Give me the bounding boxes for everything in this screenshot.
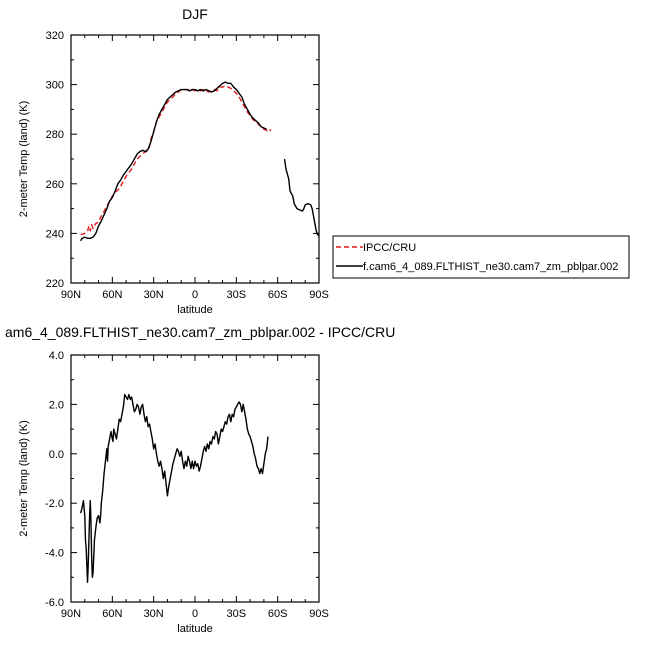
x-tick-label: 90N [61, 289, 81, 301]
x-tick-label: 30S [227, 608, 247, 620]
y-tick-label: 240 [46, 228, 64, 240]
y-tick-label: 4.0 [49, 350, 64, 362]
bottom-panel: am6_4_089.FLTHIST_ne30.cam7_zm_pblpar.00… [5, 324, 395, 635]
chart-title: DJF [182, 6, 208, 22]
x-tick-label: 30N [144, 289, 164, 301]
x-tick-label: 60S [268, 289, 288, 301]
plot-frame [70, 34, 320, 284]
x-tick-label: 0 [192, 289, 198, 301]
x-tick-label: 0 [192, 608, 198, 620]
x-tick-label: 90N [61, 608, 81, 620]
series-line-difference [79, 393, 269, 583]
legend-box [332, 235, 630, 279]
top-panel: DJF 220 240 260 280 300 320 90N 60N 30N 0 30S 60S 90S… [18, 6, 630, 316]
legend-label: f.cam6_4_089.FLTHIST_ne30.cam7_zm_pblpar… [363, 261, 618, 273]
legend-label: IPCC/CRU [363, 242, 416, 254]
x-axis-label: latitude [177, 304, 212, 316]
series-line-ipcc-cru [80, 85, 272, 236]
plot-frame [70, 354, 320, 603]
y-tick-label: 2.0 [49, 399, 64, 411]
x-tick-label: 60S [268, 608, 288, 620]
x-tick-label: 90S [309, 608, 329, 620]
x-tick-label: 30N [144, 608, 164, 620]
y-tick-label: 300 [46, 80, 64, 92]
x-axis-label: latitude [177, 623, 212, 635]
y-tick-label: -6.0 [45, 597, 64, 609]
x-tick-label: 30S [227, 289, 247, 301]
series-line-f-cam6-4-089-flthist-ne30-cam7-zm-pblpar-002 [80, 81, 267, 242]
y-tick-label: -2.0 [45, 498, 64, 510]
y-tick-label: -4.0 [45, 548, 64, 560]
x-tick-label: 90S [309, 289, 329, 301]
y-tick-label: 280 [46, 129, 64, 141]
series-line-f-cam6-4-089-flthist-ne30-cam7-zm-pblpar-002 [283, 158, 320, 237]
x-tick-label: 60N [102, 608, 122, 620]
y-axis-label: 2-meter Temp (land) (K) [18, 420, 30, 537]
y-tick-label: 220 [46, 278, 64, 290]
y-tick-label: 0.0 [49, 449, 64, 461]
x-tick-label: 60N [102, 289, 122, 301]
y-tick-label: 260 [46, 179, 64, 191]
y-axis-label: 2-meter Temp (land) (K) [18, 101, 30, 218]
chart-title: am6_4_089.FLTHIST_ne30.cam7_zm_pblpar.00… [5, 324, 395, 340]
y-tick-label: 320 [46, 30, 64, 42]
